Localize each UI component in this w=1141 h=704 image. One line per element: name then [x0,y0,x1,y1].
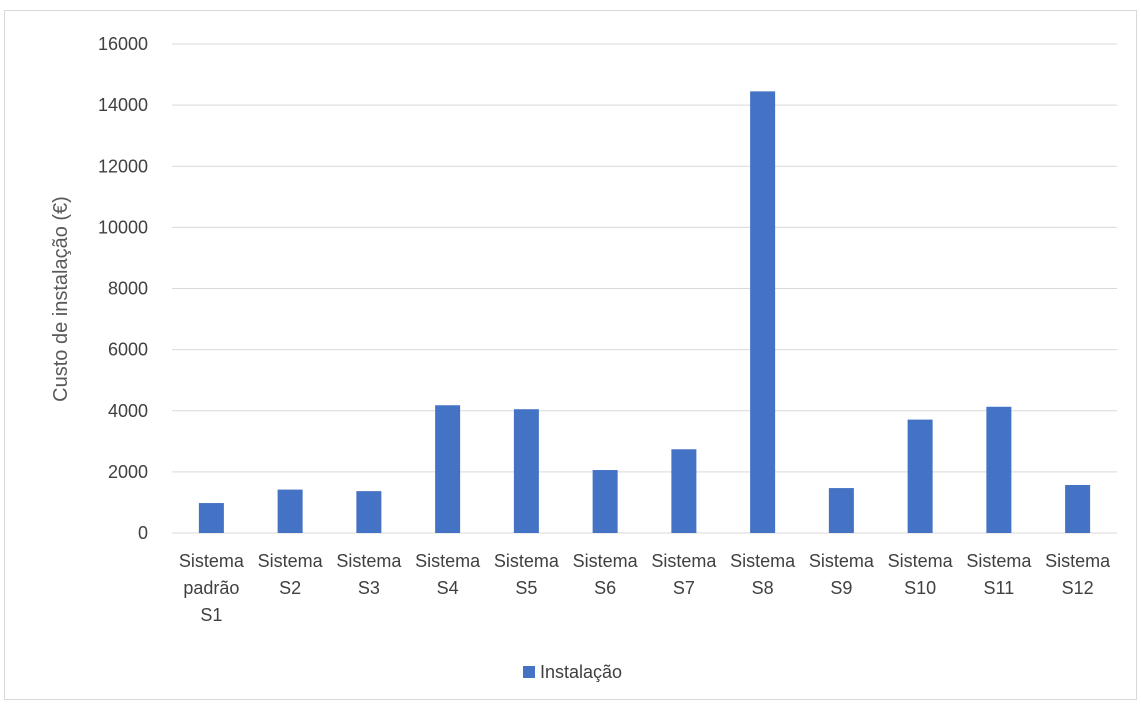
x-category-label: Sistema S10 [888,551,954,598]
bar [828,488,854,533]
y-tick-label: 4000 [108,401,148,421]
y-tick-label: 14000 [98,95,148,115]
x-category-label: Sistema S2 [258,551,324,598]
y-tick-label: 2000 [108,462,148,482]
y-tick-label: 10000 [98,217,148,237]
bar [513,409,539,533]
x-category-label: Sistema padrão S1 [179,551,245,625]
bar [277,489,303,533]
bar-chart: 0 2000 4000 6000 8000 10000 12000 14000 16000 Si… [50,34,1117,682]
chart-frame: 0 2000 4000 6000 8000 10000 12000 14000 16000 Si… [4,10,1137,700]
x-category-label: Sistema S4 [415,551,481,598]
bar [750,91,776,533]
x-category-label: Sistema S7 [651,551,717,598]
y-axis-title: Custo de instalação (€) [50,196,72,402]
y-tick-label: 16000 [98,34,148,54]
bar [198,503,224,533]
bar [1065,485,1091,533]
bar [671,449,697,533]
x-category-label: Sistema S9 [809,551,875,598]
x-category-label: Sistema S8 [730,551,796,598]
legend-swatch [523,666,535,678]
y-tick-label: 6000 [108,340,148,360]
bar [435,405,461,533]
bar [592,470,618,533]
x-category-label: Sistema S6 [573,551,639,598]
bar [907,419,933,533]
x-category-label: Sistema S12 [1045,551,1111,598]
bars [198,91,1091,533]
y-tick-label: 8000 [108,279,148,299]
bar [986,406,1012,533]
x-axis-categories: Sistema padrão S1 Sistema S2 Sistema S3 Sistema… [179,551,1111,625]
x-category-label: Sistema S3 [336,551,402,598]
legend-label: Instalação [540,662,622,682]
y-tick-label: 0 [138,523,148,543]
y-tick-label: 12000 [98,156,148,176]
legend: Instalação [523,662,622,682]
x-category-label: Sistema S5 [494,551,560,598]
gridlines [172,43,1117,534]
x-category-label: Sistema S11 [966,551,1032,598]
y-axis-ticks: 0 2000 4000 6000 8000 10000 12000 14000 16000 [98,34,148,543]
bar [356,491,382,533]
